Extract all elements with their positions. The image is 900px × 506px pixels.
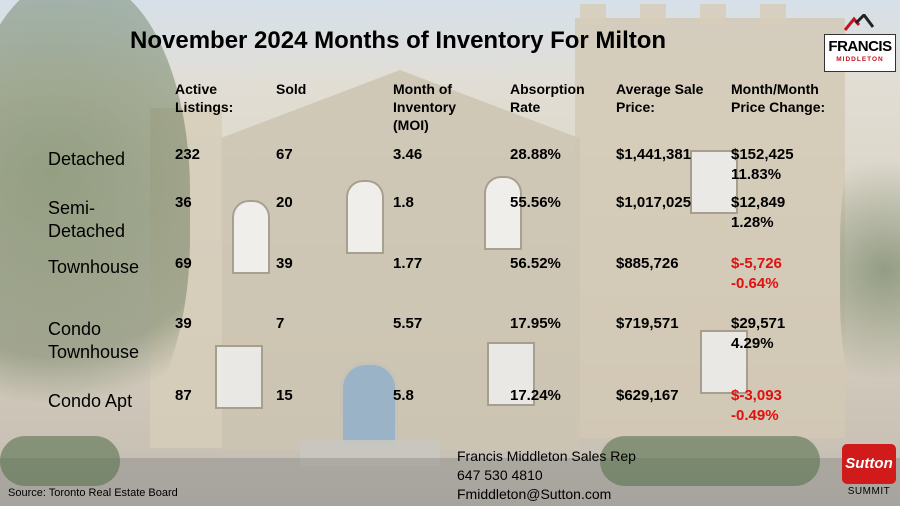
logo-name: FRANCIS xyxy=(828,38,892,55)
cell-avg-price: $885,726 xyxy=(616,255,679,272)
cell-sold: 15 xyxy=(276,387,293,404)
cell-absorption: 17.95% xyxy=(510,315,561,332)
cell-price-change-negative: $-5,726 -0.64% xyxy=(731,255,782,292)
background-window xyxy=(484,176,522,250)
header-moi: Month of Inventory (MOI) xyxy=(393,81,457,133)
background-bush xyxy=(600,436,820,486)
cell-absorption: 28.88% xyxy=(510,146,561,163)
header-absorption-rate: Absorption Rate xyxy=(510,81,585,115)
header-price-change: Month/Month Price Change: xyxy=(731,81,826,115)
cell-avg-price: $629,167 xyxy=(616,387,679,404)
cell-absorption: 56.52% xyxy=(510,255,561,272)
contact-phone: 647 530 4810 xyxy=(457,467,543,483)
cell-sold: 67 xyxy=(276,146,293,163)
contact-name: Francis Middleton Sales Rep xyxy=(457,448,636,464)
cell-moi: 1.77 xyxy=(393,255,423,272)
cell-sold: 7 xyxy=(276,315,285,332)
cell-price-change: $152,425 11.83% xyxy=(731,146,794,183)
header-sold: Sold xyxy=(276,81,307,97)
row-label-condo-townhouse: Condo Townhouse xyxy=(48,319,140,362)
logo-box: FRANCIS MIDDLETON xyxy=(824,34,896,72)
row-label-townhouse: Townhouse xyxy=(48,257,140,277)
sutton-sub: SUMMIT xyxy=(847,486,891,497)
cell-avg-price: $1,017,025 xyxy=(616,194,692,211)
cell-active: 87 xyxy=(175,387,192,404)
sutton-summit-logo: Sutton SUMMIT xyxy=(842,444,896,502)
row-label-detached: Detached xyxy=(48,149,126,169)
cell-moi: 5.57 xyxy=(393,315,423,332)
cell-avg-price: $719,571 xyxy=(616,315,679,332)
cell-sold: 20 xyxy=(276,194,293,211)
source-note: Source: Toronto Real Estate Board xyxy=(8,487,178,499)
cell-moi: 1.8 xyxy=(393,194,414,211)
background-window xyxy=(232,200,270,274)
cell-active: 39 xyxy=(175,315,192,332)
background-window xyxy=(215,345,263,409)
slide-title: November 2024 Months of Inventory For Mi… xyxy=(130,27,667,54)
header-average-sale-price: Average Sale Price: xyxy=(616,81,704,115)
background-door xyxy=(340,362,398,448)
row-label-semi-detached: Semi- Detached xyxy=(48,198,126,241)
background-window xyxy=(700,330,748,394)
francis-middleton-logo: FRANCIS MIDDLETON xyxy=(824,14,896,72)
cell-active: 36 xyxy=(175,194,192,211)
cell-active: 69 xyxy=(175,255,192,272)
cell-sold: 39 xyxy=(276,255,293,272)
cell-active: 232 xyxy=(175,146,201,163)
background-window xyxy=(346,180,384,254)
logo-sub: MIDDLETON xyxy=(836,56,884,63)
background-tree xyxy=(840,120,900,420)
house-roof-icon xyxy=(844,14,874,31)
header-active-listings: Active Listings: xyxy=(175,81,234,115)
cell-absorption: 55.56% xyxy=(510,194,561,211)
row-label-condo-apt: Condo Apt xyxy=(48,391,133,411)
background-crenel xyxy=(580,4,606,26)
cell-moi: 3.46 xyxy=(393,146,423,163)
cell-absorption: 17.24% xyxy=(510,387,561,404)
background-window xyxy=(690,150,738,214)
background-crenel xyxy=(700,4,726,26)
cell-price-change-negative: $-3,093 -0.49% xyxy=(731,387,782,424)
cell-avg-price: $1,441,381 xyxy=(616,146,692,163)
cell-price-change: $29,571 4.29% xyxy=(731,315,786,352)
background-window xyxy=(487,342,535,406)
contact-block: Francis Middleton Sales Rep 647 530 4810… xyxy=(457,447,636,504)
background-crenel xyxy=(760,4,786,26)
sutton-badge: Sutton xyxy=(842,444,896,484)
background-tree xyxy=(0,0,190,450)
contact-email: Fmiddleton@Sutton.com xyxy=(457,486,612,502)
cell-price-change: $12,849 1.28% xyxy=(731,194,786,231)
cell-moi: 5.8 xyxy=(393,387,414,404)
background-crenel xyxy=(640,4,666,26)
